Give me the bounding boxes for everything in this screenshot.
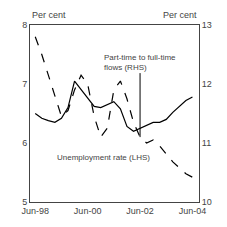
svg-text:Unemployment rate (LHS): Unemployment rate (LHS) <box>57 153 150 162</box>
svg-text:Jun-04: Jun-04 <box>179 206 207 216</box>
svg-text:Part-time to full-timeflows (R: Part-time to full-timeflows (RHS) <box>104 53 176 72</box>
svg-text:10: 10 <box>202 197 212 207</box>
svg-text:Per cent: Per cent <box>163 10 197 20</box>
svg-text:6: 6 <box>22 138 27 148</box>
svg-text:7: 7 <box>22 79 27 89</box>
svg-text:Jun-98: Jun-98 <box>21 206 49 216</box>
svg-text:Jun-00: Jun-00 <box>74 206 102 216</box>
svg-text:11: 11 <box>202 138 211 148</box>
svg-text:5: 5 <box>22 197 27 207</box>
svg-text:Jun-02: Jun-02 <box>126 206 154 216</box>
svg-text:13: 13 <box>202 20 212 30</box>
svg-text:12: 12 <box>202 79 212 89</box>
svg-text:Per cent: Per cent <box>32 10 66 20</box>
svg-text:8: 8 <box>22 20 27 30</box>
